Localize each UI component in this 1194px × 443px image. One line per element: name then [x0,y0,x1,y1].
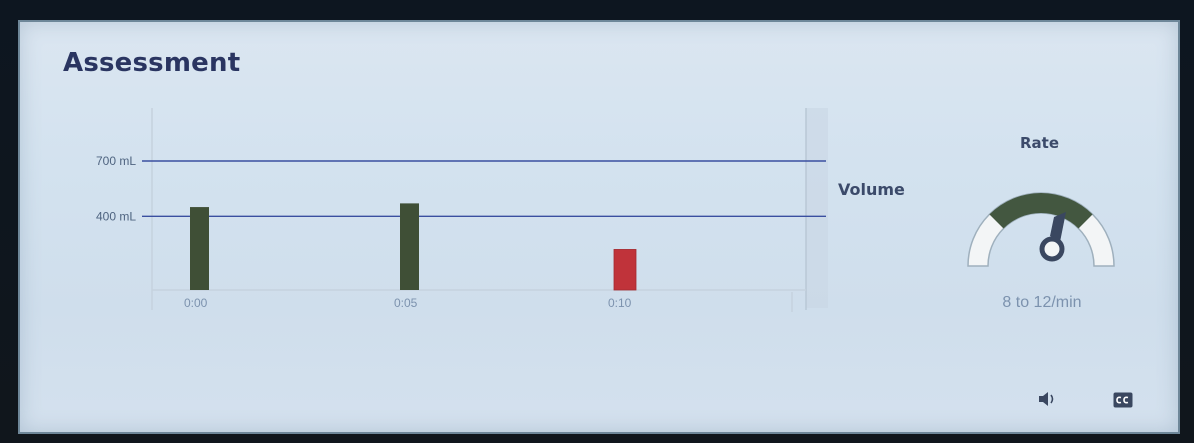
x-tick-label: 0:00 [184,296,208,310]
volume-label: Volume [838,180,905,199]
rate-range-text: 8 to 12/min [1002,294,1082,311]
page-title: Assessment [63,48,241,78]
rate-title: Rate [1020,134,1060,152]
assessment-panel: Assessment 700 mL 400 mL 0:00 0:05 0:10 Vol… [18,20,1180,434]
volume-bar-005 [400,203,419,290]
x-tick-label: 0:05 [394,296,418,310]
x-tick-label: 0:10 [608,296,632,310]
y-tick-label: 400 mL [96,209,136,223]
closed-captions-icon[interactable] [1110,389,1136,411]
y-tick-label: 700 mL [96,154,136,168]
rate-gauge [967,192,1115,267]
gauge-target-band [989,193,1093,229]
gauge-needle [1039,212,1066,262]
volume-chart: 700 mL 400 mL 0:00 0:05 0:10 [96,108,828,312]
volume-bar-000 [190,207,209,290]
volume-bar-010 [613,249,637,291]
chart-right-band [806,108,828,308]
speaker-icon[interactable] [1034,388,1060,410]
